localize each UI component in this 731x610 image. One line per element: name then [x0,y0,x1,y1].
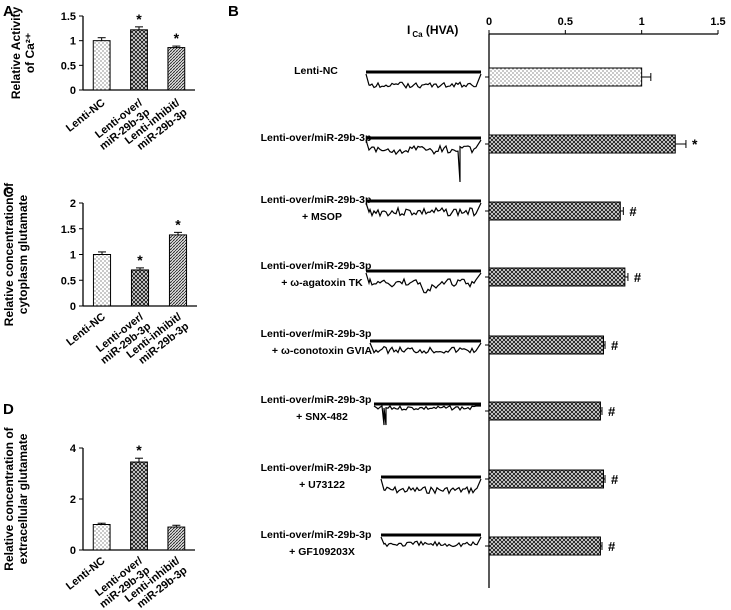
significance-marker: * [175,216,181,232]
significance-marker: # [611,472,619,487]
row-label: Lenti-over/miR-29b-3p + GF109203X [261,529,372,558]
chart-d: 0 2 4 Relative concentration ofextracellula… [2,426,195,610]
x-tick-label: 0.5 [558,16,573,28]
y-tick-label: 4 [70,443,77,455]
significance-marker: # [634,270,642,285]
significance-marker: # [629,204,637,219]
y-axis-title: Relative concentration ofextracellular g… [2,426,30,570]
bar [488,401,601,421]
current-trace [365,272,482,294]
significance-marker: * [137,252,143,268]
chart-c: 0 0.5 1 1.5 2 Relative concentration ofcytopl… [2,182,197,367]
bar [130,269,150,307]
current-trace [365,202,482,218]
bar [488,536,601,556]
y-tick-label: 2 [70,198,76,210]
bar [130,461,148,551]
bar [167,526,186,551]
panel-letter-a: A [3,3,14,20]
row-label: Lenti-over/miR-29b-3p [261,132,372,144]
significance-marker: # [611,338,619,353]
row-label: Lenti-over/miR-29b-3p + ω-agatoxin TK [261,260,372,289]
y-tick-label: 0.5 [61,275,76,287]
x-tick-label: 0 [486,16,492,28]
bar [92,40,111,91]
panel-letter-b: B [228,3,239,20]
y-tick-label: 1.5 [61,11,76,23]
significance-marker: * [136,11,142,27]
y-tick-label: 0 [70,85,76,97]
bar [488,67,643,87]
significance-marker: * [692,136,698,152]
bar [92,254,112,307]
y-tick-label: 2 [70,494,76,506]
bar [167,47,186,91]
y-tick-label: 1.5 [61,224,76,236]
significance-marker: * [174,30,180,46]
chart-b: I Ca (HVA) 0 0.5 1 1.5 Lenti-NC Lenti-over/miR-… [261,16,726,588]
y-tick-label: 1 [70,250,76,262]
current-trace [373,405,481,426]
current-trace [380,478,482,495]
y-axis-title: Relative concentration ofcytoplasm gluta… [2,182,30,326]
row-label: Lenti-over/miR-29b-3p + U73122 [261,462,372,491]
significance-marker: * [136,442,142,458]
row-label: Lenti-NC [294,65,338,77]
current-trace [365,73,482,89]
row-label: Lenti-over/miR-29b-3p + SNX-482 [261,394,372,423]
bar [92,524,111,551]
bar [130,29,148,91]
y-tick-label: 1 [70,36,76,48]
panel-letter-d: D [3,401,14,418]
bar [488,335,604,355]
row-label: Lenti-over/miR-29b-3p + MSOP [261,194,372,223]
current-trace [365,139,482,183]
significance-marker: # [608,539,616,554]
y-tick-label: 0.5 [61,60,76,72]
bar [488,201,621,221]
x-tick-label: 1 [639,16,645,28]
current-trace [380,536,482,548]
y-tick-label: 0 [70,545,76,557]
bar [488,267,626,287]
bar [488,469,604,489]
bar [488,134,676,154]
row-label: Lenti-over/miR-29b-3p + ω-conotoxin GVIA [261,328,373,357]
y-axis-title: Relative Activityof Ca²⁺ [9,7,37,100]
x-tick-label: 1.5 [710,16,725,28]
current-trace [369,342,482,355]
b-axis-title: I Ca (HVA) [407,23,458,39]
bar [168,234,188,307]
y-tick-label: 0 [70,301,76,313]
significance-marker: # [608,404,616,419]
panel-letter-c: C [3,184,14,201]
